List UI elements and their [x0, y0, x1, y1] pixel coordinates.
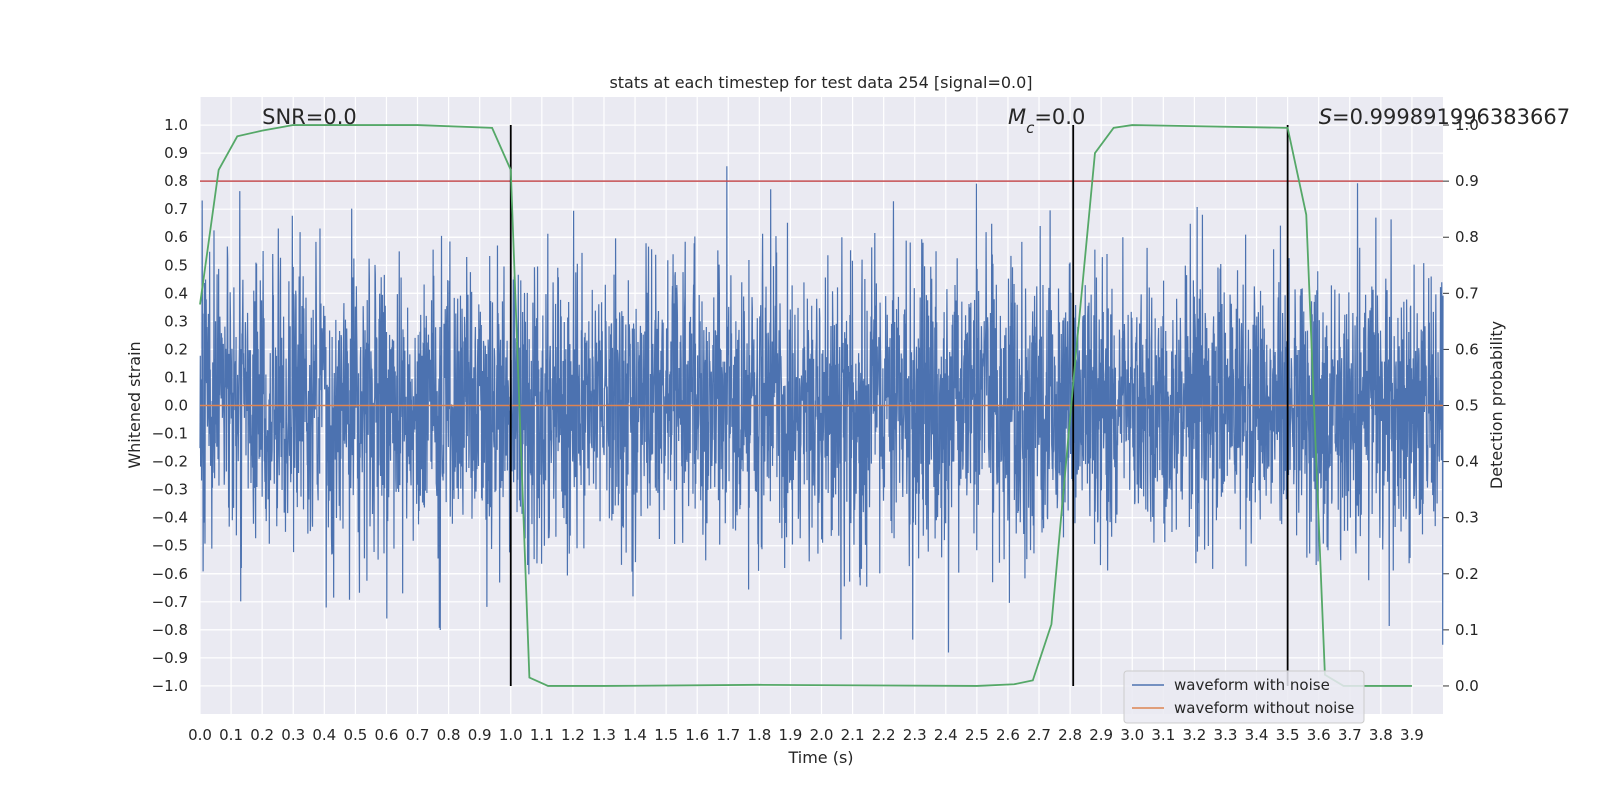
y-axis-label: Whitened strain: [125, 341, 144, 468]
x-tick-label: 3.9: [1400, 726, 1424, 744]
x-tick-label: 2.7: [1027, 726, 1051, 744]
x-tick-label: 3.1: [1151, 726, 1175, 744]
x-tick-label: 2.8: [1058, 726, 1082, 744]
x-tick-label: 2.6: [996, 726, 1020, 744]
x-tick-label: 0.5: [343, 726, 367, 744]
right-y-tick-labels: 1.0 0.9 0.8 0.7 0.6 0.5 0.4 0.3 0.2 0.1 0.0: [1455, 116, 1479, 695]
x-axis-label: Time (s): [787, 748, 853, 767]
x-tick-label: 0.6: [375, 726, 399, 744]
x-tick-label: 2.0: [810, 726, 834, 744]
x-tick-label: 0.7: [406, 726, 430, 744]
x-tick-label: 1.6: [685, 726, 709, 744]
x-tick-label: 0.4: [312, 726, 336, 744]
x-tick-label: 2.5: [965, 726, 989, 744]
legend-label-noise: waveform with noise: [1174, 676, 1330, 694]
x-tick-label: 0.2: [250, 726, 274, 744]
y-tick-label: −0.6: [152, 565, 188, 583]
legend: waveform with noise waveform without noi…: [1123, 670, 1365, 724]
y-tick-label: −0.3: [152, 481, 188, 499]
x-tick-label: 0.0: [188, 726, 212, 744]
x-tick-label: 2.1: [841, 726, 865, 744]
x-tick-label: 2.4: [934, 726, 958, 744]
right-y-tick-label: 1.0: [1455, 116, 1479, 134]
y-tick-label: 0.9: [164, 144, 188, 162]
y-tick-label: 0.8: [164, 172, 188, 190]
right-y-tick-label: 0.5: [1455, 397, 1479, 415]
right-y-tick-label: 0.2: [1455, 565, 1479, 583]
right-y-tick-label: 0.7: [1455, 284, 1479, 302]
annotation: S=0.999891996383667: [1319, 105, 1570, 129]
y-tick-label: 0.3: [164, 312, 188, 330]
y-tick-label: −0.5: [152, 537, 188, 555]
x-tick-label: 1.0: [499, 726, 523, 744]
right-y-tick-label: 0.4: [1455, 453, 1479, 471]
y-tick-label: 0.5: [164, 256, 188, 274]
x-tick-label: 3.0: [1120, 726, 1144, 744]
y-tick-label: −0.8: [152, 621, 188, 639]
y-tick-label: −1.0: [152, 677, 188, 695]
right-y-axis-label: Detection probability: [1487, 321, 1506, 489]
right-y-tick-label: 0.6: [1455, 340, 1479, 358]
x-tick-labels: 0.0 0.1 0.2 0.3 0.4 0.5 0.6 0.7 0.8 0.9 1.0 1.1 1.2 1…: [188, 726, 1424, 744]
x-tick-label: 1.2: [561, 726, 585, 744]
chart-title: stats at each timestep for test data 254…: [609, 73, 1032, 92]
x-tick-label: 2.3: [903, 726, 927, 744]
x-tick-label: 0.3: [281, 726, 305, 744]
y-tick-label: −0.7: [152, 593, 188, 611]
x-tick-label: 3.6: [1307, 726, 1331, 744]
x-tick-label: 2.9: [1089, 726, 1113, 744]
x-tick-label: 1.4: [623, 726, 647, 744]
right-y-tick-label: 0.3: [1455, 509, 1479, 527]
x-tick-label: 1.5: [654, 726, 678, 744]
x-tick-label: 3.3: [1214, 726, 1238, 744]
y-tick-label: 1.0: [164, 116, 188, 134]
y-tick-label: −0.4: [152, 509, 188, 527]
series-layer: [199, 124, 1444, 687]
annotations: SNR=0.0 Mc=0.0 S=0.999891996383667: [262, 105, 1570, 137]
y-tick-label: −0.9: [152, 649, 188, 667]
right-y-tick-label: 0.8: [1455, 228, 1479, 246]
x-tick-label: 3.8: [1369, 726, 1393, 744]
x-tick-label: 3.5: [1276, 726, 1300, 744]
annotation: Mc=0.0: [1008, 105, 1085, 137]
right-y-tick-label: 0.0: [1455, 677, 1479, 695]
legend-label-clean: waveform without noise: [1174, 699, 1354, 717]
y-tick-labels: 1.0 0.9 0.8 0.7 0.6 0.5 0.4 0.3 0.2 0.1 0.0 −0.1 −0.…: [152, 116, 188, 695]
series-waveform-with-noise: [199, 166, 1444, 653]
x-tick-label: 1.9: [778, 726, 802, 744]
y-tick-label: 0.2: [164, 340, 188, 358]
x-tick-label: 1.3: [592, 726, 616, 744]
y-tick-label: 0.1: [164, 368, 188, 386]
x-tick-label: 2.2: [872, 726, 896, 744]
x-tick-label: 0.8: [437, 726, 461, 744]
legend-box: [1123, 670, 1365, 724]
x-tick-label: 3.2: [1182, 726, 1206, 744]
x-tick-label: 3.7: [1338, 726, 1362, 744]
x-tick-label: 1.1: [530, 726, 554, 744]
right-y-tick-label: 0.9: [1455, 172, 1479, 190]
y-tick-label: −0.1: [152, 425, 188, 443]
x-tick-label: 3.4: [1245, 726, 1269, 744]
y-tick-label: 0.6: [164, 228, 188, 246]
annotation: SNR=0.0: [262, 105, 357, 129]
x-tick-label: 0.9: [468, 726, 492, 744]
y-tick-label: 0.0: [164, 397, 188, 415]
y-tick-label: 0.4: [164, 284, 188, 302]
series-detection-probability: [199, 124, 1412, 687]
x-tick-label: 1.8: [747, 726, 771, 744]
x-tick-label: 0.1: [219, 726, 243, 744]
x-tick-label: 1.7: [716, 726, 740, 744]
right-y-tick-label: 0.1: [1455, 621, 1479, 639]
y-tick-label: 0.7: [164, 200, 188, 218]
y-tick-label: −0.2: [152, 453, 188, 471]
